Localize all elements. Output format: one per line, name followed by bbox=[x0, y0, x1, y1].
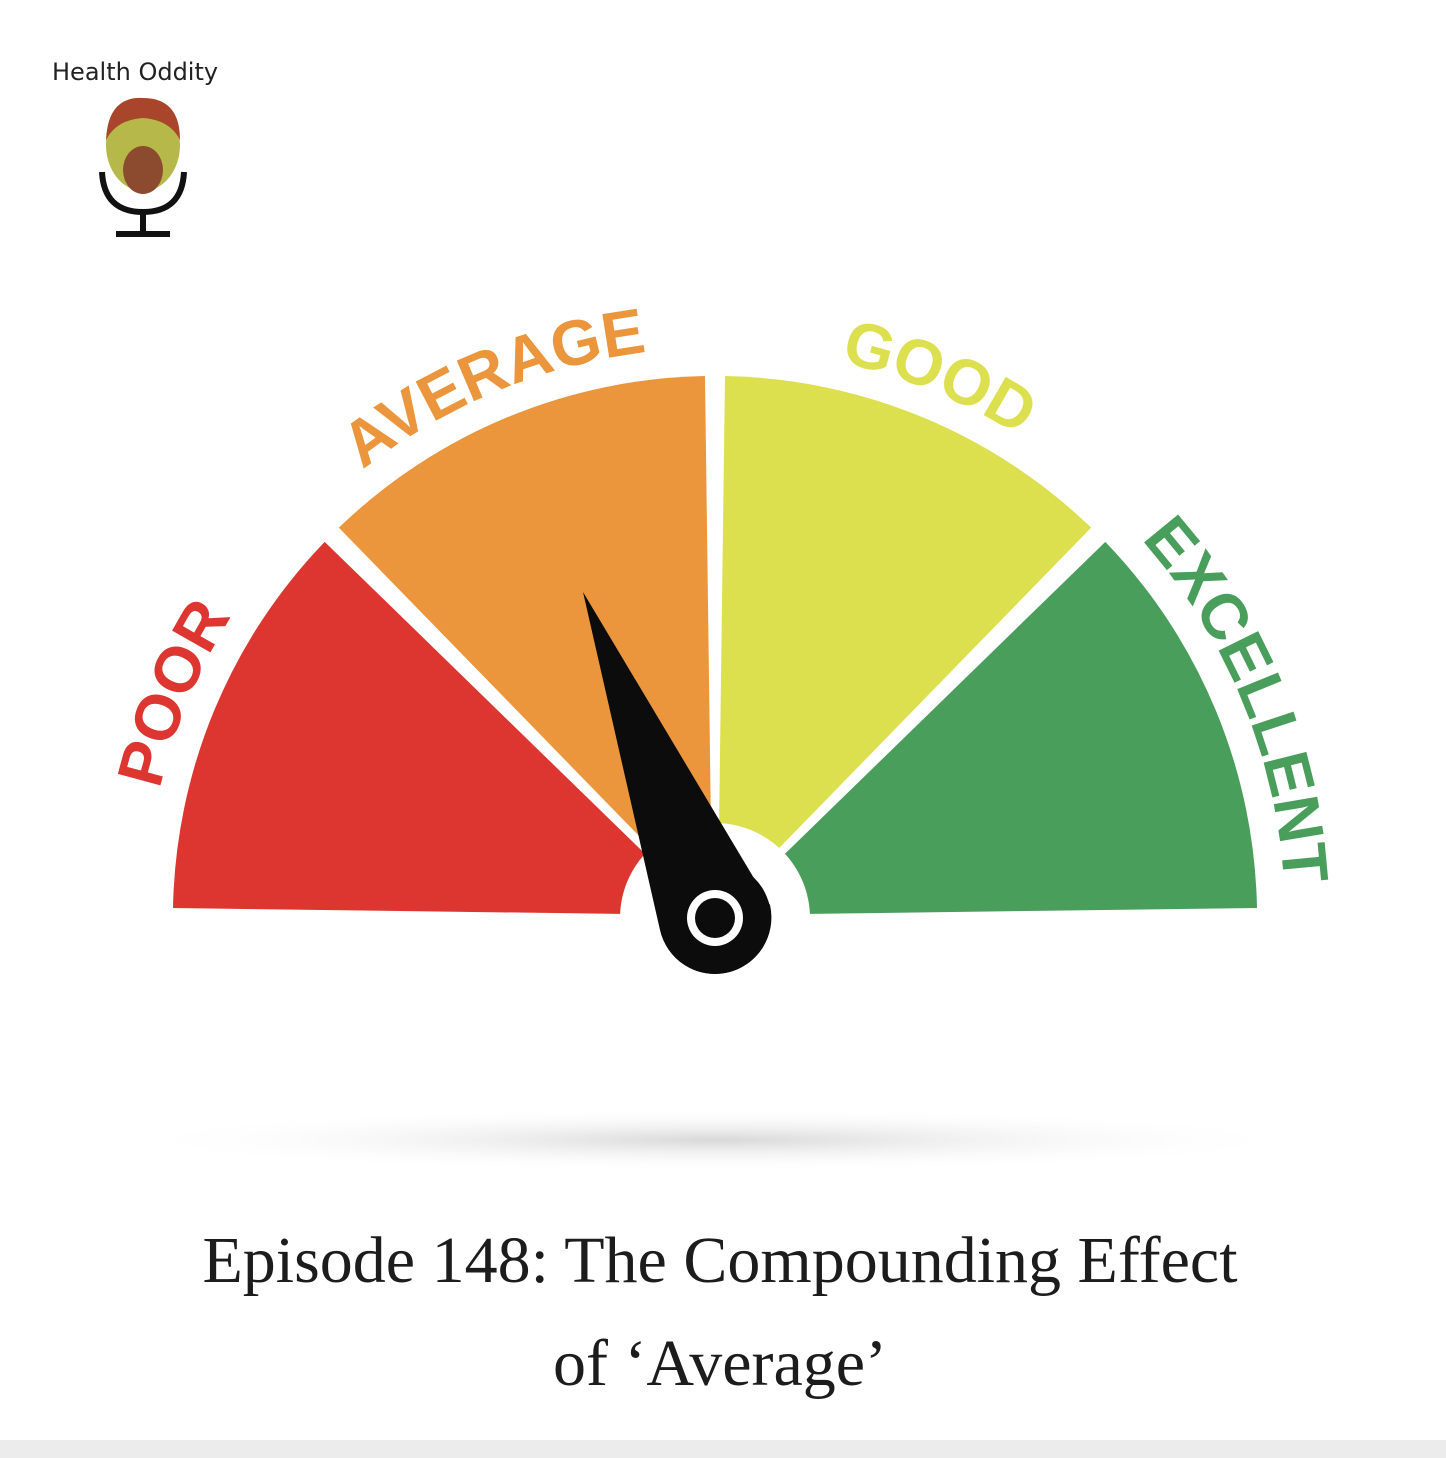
episode-title: Episode 148: The Compounding Effect bbox=[202, 1224, 1237, 1297]
logo: Health Oddity bbox=[52, 58, 218, 237]
episode-title: of ‘Average’ bbox=[553, 1327, 887, 1400]
segment-excellent bbox=[722, 541, 1257, 916]
segment-good bbox=[717, 376, 1092, 911]
gauge bbox=[173, 376, 1257, 1013]
shadow bbox=[115, 1108, 1315, 1172]
segment-average bbox=[338, 376, 713, 911]
bottom-bar bbox=[0, 1440, 1446, 1458]
needle bbox=[583, 592, 772, 974]
brand-name: Health Oddity bbox=[52, 58, 218, 86]
segment-poor bbox=[173, 541, 708, 916]
